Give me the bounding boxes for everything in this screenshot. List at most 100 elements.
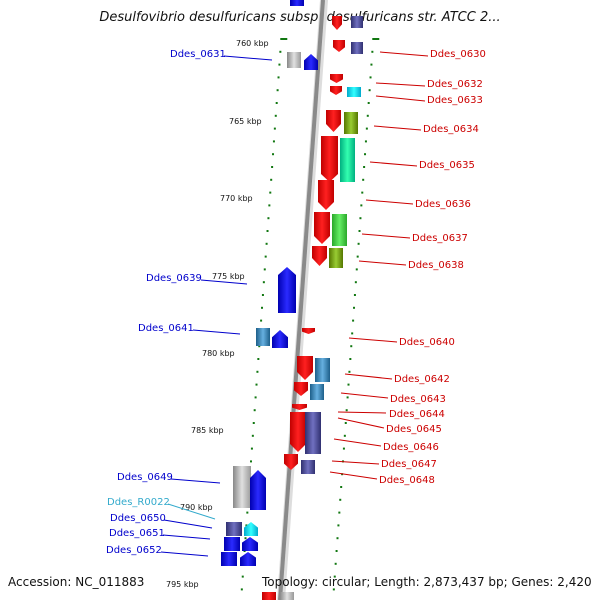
gene-feature[interactable]	[344, 112, 358, 134]
gene-feature[interactable]	[332, 214, 347, 246]
gene-feature[interactable]	[332, 16, 342, 30]
scale-tick	[253, 409, 256, 412]
gene-label-ddes-0638[interactable]: Ddes_0638	[408, 260, 464, 271]
scale-tick	[264, 255, 267, 258]
gene-feature[interactable]	[330, 86, 342, 95]
scale-tick	[353, 306, 356, 309]
scale-tick	[278, 63, 281, 66]
scale-tick	[344, 422, 347, 424]
gene-feature[interactable]	[287, 52, 301, 68]
scale-tick	[349, 358, 352, 360]
gene-label-ddes-0649[interactable]: Ddes_0649	[117, 472, 173, 483]
left-gene-labels: Ddes_0631 Ddes_0639 Ddes_0641 Ddes_0649 …	[106, 49, 273, 557]
scale-tick	[251, 434, 254, 437]
scale-tick	[256, 370, 259, 373]
gene-feature[interactable]	[333, 40, 345, 52]
accession-text: Accession: NC_011883	[8, 575, 145, 589]
gene-label-ddes-0646[interactable]: Ddes_0646	[383, 442, 439, 453]
gene-feature[interactable]	[310, 384, 324, 400]
gene-label-ddes-0642[interactable]: Ddes_0642	[394, 374, 450, 385]
scale-tick	[354, 281, 357, 284]
gene-feature[interactable]	[292, 404, 307, 410]
scale-tick	[245, 524, 248, 527]
gene-label-ddes-0647[interactable]: Ddes_0647	[381, 459, 437, 470]
topology-text: Topology: circular; Length: 2,873,437 bp…	[262, 575, 592, 589]
gene-feature[interactable]	[294, 382, 308, 396]
scale-tick	[265, 242, 268, 245]
gene-label-ddes-0636[interactable]: Ddes_0636	[415, 199, 471, 210]
gene-feature[interactable]	[312, 246, 327, 266]
gene-feature[interactable]	[284, 454, 298, 470]
scale-tick	[343, 434, 346, 437]
gene-feature[interactable]	[280, 592, 294, 600]
scale-tick	[366, 114, 369, 117]
gene-feature[interactable]	[315, 358, 330, 382]
gene-feature[interactable]	[297, 356, 313, 380]
gene-feature[interactable]	[329, 248, 343, 268]
gene-feature[interactable]	[301, 460, 315, 474]
gene-feature[interactable]	[321, 136, 338, 182]
scale-tick	[275, 102, 278, 104]
gene-feature[interactable]	[302, 328, 315, 334]
gene-feature[interactable]	[250, 470, 266, 510]
gene-feature[interactable]	[272, 330, 288, 348]
scale-tick	[345, 409, 348, 412]
map-title: Desulfovibrio desulfuricans subsp. desul…	[99, 10, 501, 25]
gene-feature[interactable]	[278, 267, 296, 313]
gene-feature[interactable]	[347, 87, 361, 97]
gene-feature[interactable]	[244, 522, 258, 536]
gene-label-ddes-r0022[interactable]: Ddes_R0022	[107, 497, 170, 508]
gene-feature[interactable]	[242, 537, 258, 551]
scale-tick	[333, 575, 336, 578]
gene-label-ddes-0643[interactable]: Ddes_0643	[390, 394, 446, 405]
scale-tick	[352, 319, 355, 322]
gene-feature[interactable]	[262, 592, 276, 600]
gene-label-ddes-0631[interactable]: Ddes_0631	[170, 49, 226, 60]
gene-label-ddes-0648[interactable]: Ddes_0648	[379, 475, 435, 486]
scale-tick	[350, 345, 353, 348]
gene-label-ddes-0634[interactable]: Ddes_0634	[423, 124, 479, 135]
gene-feature[interactable]	[326, 110, 341, 132]
gene-feature[interactable]	[256, 328, 270, 346]
position-label: 765 kbp	[229, 117, 262, 126]
gene-label-ddes-0633[interactable]: Ddes_0633	[427, 95, 483, 106]
gene-feature[interactable]	[290, 412, 306, 452]
gene-feature[interactable]	[290, 0, 304, 6]
gene-feature[interactable]	[221, 552, 237, 566]
scale-tick	[369, 76, 372, 79]
gene-feature[interactable]	[304, 54, 318, 70]
gene-label-ddes-0645[interactable]: Ddes_0645	[386, 424, 442, 435]
gene-feature[interactable]	[330, 74, 343, 83]
scale-tick	[359, 217, 362, 220]
scale-tick	[340, 486, 343, 488]
gene-feature[interactable]	[240, 552, 256, 566]
gene-label-ddes-0651[interactable]: Ddes_0651	[109, 528, 165, 539]
gene-label-ddes-0637[interactable]: Ddes_0637	[412, 233, 468, 244]
gene-label-ddes-0635[interactable]: Ddes_0635	[419, 160, 475, 171]
scale-tick	[260, 319, 263, 322]
scale-tick	[332, 588, 335, 591]
gene-feature[interactable]	[305, 412, 321, 454]
scale-tick	[365, 127, 368, 130]
gene-label-ddes-0652[interactable]: Ddes_0652	[106, 545, 162, 556]
scale-tick	[255, 383, 258, 386]
gene-feature[interactable]	[351, 42, 363, 54]
gene-feature[interactable]	[226, 522, 242, 536]
gene-feature[interactable]	[351, 16, 363, 28]
gene-label-ddes-0632[interactable]: Ddes_0632	[427, 79, 483, 90]
gene-feature[interactable]	[314, 212, 330, 244]
scale-tick	[364, 153, 367, 156]
gene-label-ddes-0640[interactable]: Ddes_0640	[399, 337, 455, 348]
gene-label-ddes-0644[interactable]: Ddes_0644	[389, 409, 445, 420]
gene-feature[interactable]	[224, 537, 240, 551]
position-labels: 760 kbp 765 kbp 770 kbp 775 kbp 780 kbp …	[166, 39, 269, 589]
gene-feature[interactable]	[340, 138, 355, 182]
position-ticks	[240, 38, 380, 591]
gene-label-ddes-0639[interactable]: Ddes_0639	[146, 273, 202, 284]
gene-label-ddes-0630[interactable]: Ddes_0630	[430, 49, 486, 60]
gene-label-ddes-0641[interactable]: Ddes_0641	[138, 323, 194, 334]
gene-feature[interactable]	[318, 180, 334, 210]
gene-feature[interactable]	[233, 466, 251, 508]
gene-label-ddes-0650[interactable]: Ddes_0650	[110, 513, 166, 524]
